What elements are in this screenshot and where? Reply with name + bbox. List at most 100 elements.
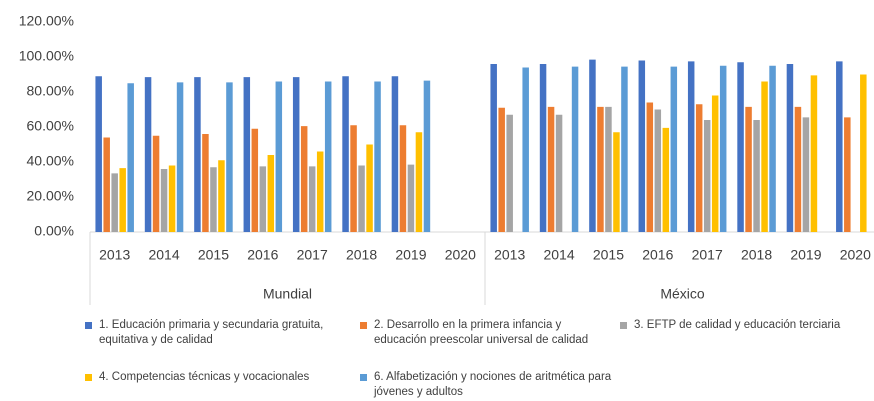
bar bbox=[316, 151, 324, 232]
bar bbox=[292, 77, 300, 232]
bar bbox=[194, 77, 201, 232]
bar bbox=[103, 137, 110, 232]
bar bbox=[267, 155, 275, 232]
bar bbox=[111, 173, 118, 232]
bar bbox=[251, 128, 259, 232]
legend-item: 3. EFTP de calidad y educación terciaria bbox=[620, 318, 854, 333]
bar bbox=[342, 76, 349, 232]
bar bbox=[522, 67, 529, 232]
legend-swatch bbox=[85, 322, 92, 329]
bar bbox=[844, 117, 851, 232]
x-tick-label: 2017 bbox=[692, 247, 723, 263]
bar bbox=[539, 64, 547, 232]
group-label: México bbox=[660, 286, 705, 302]
bar bbox=[753, 120, 760, 232]
bar bbox=[176, 82, 184, 232]
bar bbox=[695, 104, 703, 232]
x-tick-label: 2019 bbox=[395, 247, 426, 263]
bar bbox=[127, 83, 134, 232]
bar bbox=[711, 95, 719, 232]
bar bbox=[202, 134, 209, 232]
bar bbox=[358, 165, 365, 232]
x-tick-label: 2013 bbox=[99, 247, 130, 263]
bar bbox=[654, 109, 662, 232]
x-tick-label: 2016 bbox=[642, 247, 673, 263]
legend-label: 6. Alfabetización y nociones de aritméti… bbox=[374, 371, 612, 398]
bar bbox=[119, 168, 126, 232]
y-tick-label: 0.00% bbox=[34, 223, 74, 239]
x-tick-label: 2015 bbox=[198, 247, 229, 263]
bar bbox=[613, 132, 620, 232]
bar bbox=[226, 82, 233, 232]
bar bbox=[490, 64, 497, 232]
bar bbox=[366, 144, 373, 232]
x-tick-label: 2014 bbox=[148, 247, 179, 263]
group-label: Mundial bbox=[263, 286, 312, 302]
bar bbox=[769, 65, 776, 232]
y-tick-label: 120.00% bbox=[19, 13, 74, 29]
bar bbox=[638, 60, 646, 232]
bar bbox=[415, 132, 423, 232]
bar bbox=[498, 107, 505, 232]
y-tick-label: 20.00% bbox=[27, 188, 74, 204]
legend-swatch bbox=[360, 322, 367, 329]
bar bbox=[374, 81, 381, 232]
bar bbox=[259, 166, 267, 232]
legend-item: 4. Competencias técnicas y vocacionales bbox=[85, 370, 339, 385]
y-tick-label: 60.00% bbox=[27, 118, 74, 134]
bar bbox=[324, 81, 332, 232]
bar bbox=[210, 167, 217, 232]
bar bbox=[719, 65, 727, 232]
bar bbox=[391, 76, 399, 232]
bar bbox=[597, 106, 604, 232]
bar bbox=[308, 166, 316, 232]
legend-label: 1. Educación primaria y secundaria gratu… bbox=[99, 319, 324, 346]
bar bbox=[555, 114, 563, 232]
legend-swatch bbox=[620, 322, 627, 329]
bar bbox=[95, 76, 102, 232]
bar bbox=[350, 125, 357, 232]
bar bbox=[802, 117, 810, 232]
x-tick-label: 2015 bbox=[593, 247, 624, 263]
bar bbox=[218, 160, 225, 232]
x-tick-label: 2019 bbox=[790, 247, 821, 263]
x-tick-label: 2018 bbox=[741, 247, 772, 263]
bar bbox=[745, 106, 752, 232]
bar bbox=[399, 125, 407, 232]
bar bbox=[662, 127, 670, 232]
x-tick-label: 2013 bbox=[494, 247, 525, 263]
bar bbox=[243, 77, 251, 232]
bar bbox=[646, 102, 654, 232]
x-tick-label: 2018 bbox=[346, 247, 377, 263]
bar bbox=[300, 126, 308, 232]
bar bbox=[571, 66, 579, 232]
legend-item: 1. Educación primaria y secundaria gratu… bbox=[85, 318, 339, 348]
bar bbox=[703, 120, 711, 232]
bar bbox=[275, 81, 283, 232]
bar bbox=[407, 164, 415, 232]
bar bbox=[836, 61, 843, 232]
x-tick-label: 2017 bbox=[297, 247, 328, 263]
x-tick-label: 2014 bbox=[543, 247, 574, 263]
bar bbox=[761, 81, 768, 232]
bar bbox=[670, 66, 678, 232]
legend-label: 4. Competencias técnicas y vocacionales bbox=[99, 371, 310, 383]
y-tick-label: 80.00% bbox=[27, 83, 74, 99]
bar bbox=[506, 114, 513, 232]
bar bbox=[423, 80, 431, 232]
legend-item: 6. Alfabetización y nociones de aritméti… bbox=[360, 370, 614, 400]
bar bbox=[605, 106, 612, 232]
bar bbox=[168, 165, 176, 232]
bar bbox=[144, 77, 152, 232]
bar bbox=[860, 74, 867, 232]
bar bbox=[547, 106, 555, 232]
legend-label: 3. EFTP de calidad y educación terciaria bbox=[634, 319, 841, 331]
legend-swatch bbox=[85, 374, 92, 381]
legend-label: 2. Desarrollo en la primera infancia y e… bbox=[374, 319, 589, 346]
bar bbox=[786, 64, 794, 232]
x-tick-label: 2020 bbox=[840, 247, 871, 263]
bar bbox=[621, 66, 628, 232]
bar bbox=[687, 61, 695, 232]
